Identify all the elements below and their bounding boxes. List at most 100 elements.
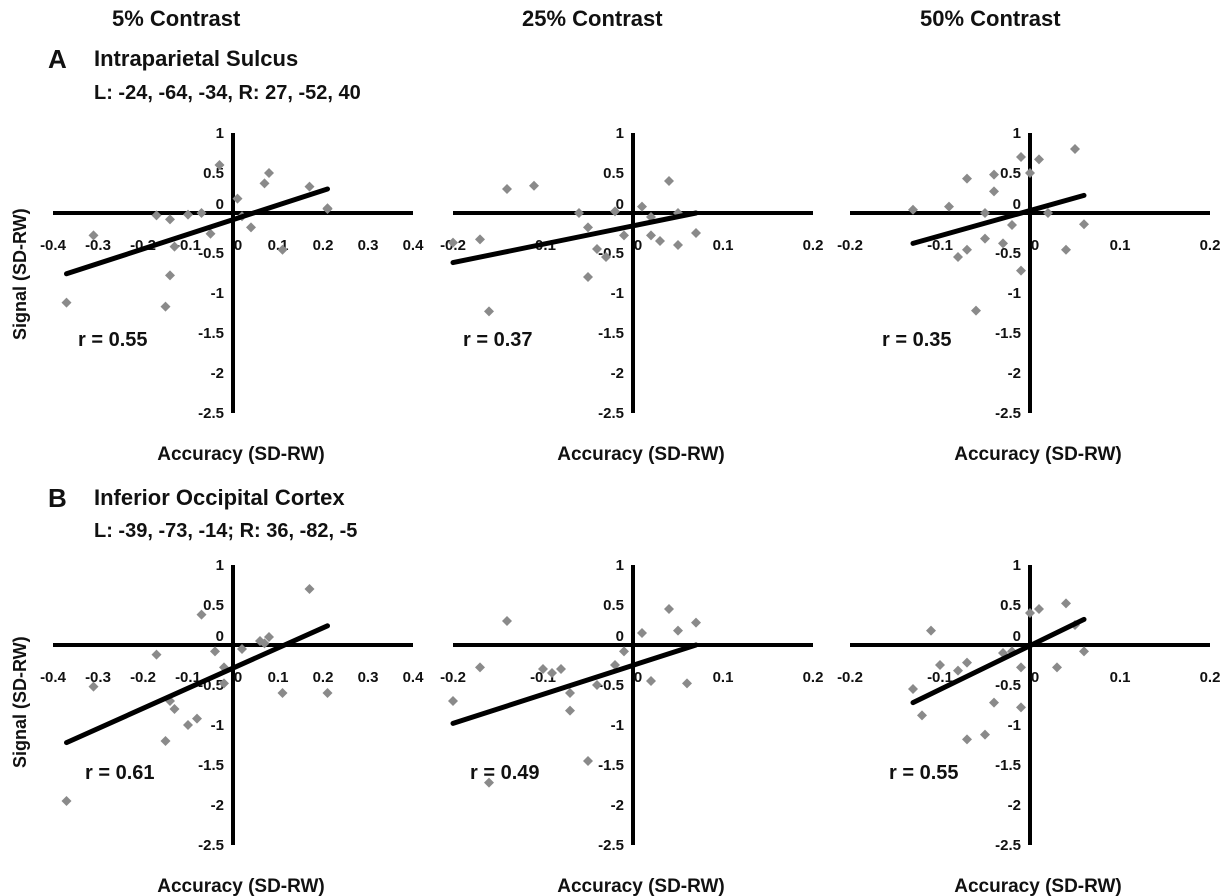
data-point — [908, 684, 918, 694]
data-point — [917, 710, 927, 721]
correlation-label: r = 0.35 — [882, 329, 952, 351]
data-point — [484, 306, 494, 317]
y-tick-label: -1 — [611, 717, 624, 734]
y-tick-label: 1 — [1013, 125, 1021, 142]
x-tick-label: -0.3 — [85, 669, 111, 686]
panel-a-region-title: Intraparietal Sulcus — [94, 46, 299, 71]
y-tick-label: 0 — [1013, 196, 1021, 213]
y-tick-label: -1 — [1008, 285, 1021, 302]
x-tick-label: 0.2 — [803, 237, 824, 254]
panel-b-coordinates: L: -39, -73, -14; R: 36, -82, -5 — [94, 520, 358, 542]
data-point — [1079, 646, 1089, 657]
x-tick-label: -0.2 — [440, 669, 466, 686]
data-point — [1034, 154, 1044, 165]
y-tick-label: -2.5 — [198, 837, 224, 854]
panel-letter-a: A — [48, 44, 67, 74]
regression-line — [450, 210, 699, 266]
data-point — [601, 252, 611, 262]
correlation-label: r = 0.55 — [889, 762, 959, 784]
x-tick-label: 0.4 — [403, 237, 425, 254]
data-point — [165, 214, 175, 225]
x-tick-label: 0 — [634, 237, 642, 254]
data-point — [646, 230, 656, 241]
data-point — [962, 734, 972, 745]
data-point — [565, 688, 575, 698]
data-point — [1079, 219, 1089, 230]
data-point — [475, 662, 485, 673]
y-tick-label: -1 — [611, 285, 624, 302]
data-point — [574, 208, 584, 218]
data-point — [583, 756, 593, 766]
data-point — [1025, 168, 1035, 178]
data-point — [935, 660, 945, 670]
data-point — [962, 657, 972, 668]
regression-line — [910, 616, 1087, 706]
x-tick-label: 0 — [234, 237, 242, 254]
regression-line — [450, 642, 699, 726]
data-point — [169, 241, 180, 252]
data-point — [475, 234, 485, 245]
data-point — [210, 646, 220, 657]
x-tick-label: -0.1 — [175, 669, 201, 686]
data-point — [196, 609, 207, 620]
data-point — [183, 209, 193, 220]
scatter-plot-panel-a-5pct: -0.4 -0.3 -0.2 -0.1 0 0.1 0.2 0.3 0.410.50-0.5-1… — [40, 125, 424, 465]
data-point — [502, 616, 512, 626]
data-point — [1034, 604, 1044, 614]
y-tick-label: -1.5 — [995, 325, 1021, 342]
x-tick-label: 0.3 — [358, 669, 379, 686]
data-point — [183, 720, 193, 730]
correlation-label: r = 0.49 — [470, 762, 540, 784]
y-tick-label: 0 — [616, 628, 624, 645]
y-tick-label: 0 — [1013, 628, 1021, 645]
y-tick-label: -1 — [211, 717, 224, 734]
y-tick-label: -1 — [211, 285, 224, 302]
data-point — [232, 193, 243, 204]
y-tick-label: -2 — [211, 365, 224, 382]
x-tick-label: -0.3 — [85, 237, 111, 254]
panel-a-coordinates: L: -24, -64, -34, R: 27, -52, 40 — [94, 82, 361, 104]
data-point — [953, 252, 963, 262]
y-tick-label: 0 — [616, 196, 624, 213]
data-point — [484, 777, 494, 788]
y-tick-label: -2 — [1008, 797, 1021, 814]
y-tick-label: 0 — [216, 196, 224, 213]
y-tick-label: -2 — [611, 365, 624, 382]
x-tick-label: -0.1 — [175, 237, 201, 254]
data-point — [538, 664, 548, 674]
data-point — [1025, 608, 1035, 618]
y-tick-label: -2.5 — [198, 405, 224, 422]
data-point — [448, 237, 458, 248]
correlation-label: r = 0.37 — [463, 329, 533, 351]
x-tick-label: 0 — [1031, 237, 1039, 254]
data-point — [304, 181, 315, 192]
y-tick-label: 0 — [216, 628, 224, 645]
y-tick-label: -1 — [1008, 717, 1021, 734]
data-point — [962, 244, 972, 255]
y-tick-label: -2 — [611, 797, 624, 814]
x-tick-label: 0.1 — [1110, 669, 1131, 686]
data-point — [583, 272, 593, 282]
x-tick-label: 0.3 — [358, 237, 379, 254]
data-point — [169, 704, 180, 714]
y-tick-label: -1.5 — [598, 757, 624, 774]
x-axis-title: Accuracy (SD-RW) — [557, 444, 725, 465]
data-point — [998, 238, 1008, 249]
data-point — [502, 184, 512, 194]
x-tick-label: 0.1 — [1110, 237, 1131, 254]
y-tick-label: -1.5 — [198, 757, 224, 774]
data-point — [196, 208, 207, 218]
data-point — [1061, 598, 1071, 609]
data-point — [583, 222, 593, 233]
data-point — [592, 244, 602, 254]
x-tick-label: 0.2 — [1200, 237, 1221, 254]
x-tick-label: 0 — [634, 669, 642, 686]
data-point — [165, 270, 175, 281]
data-point — [61, 297, 72, 308]
data-point — [953, 665, 963, 676]
data-point — [610, 206, 620, 217]
data-point — [1016, 265, 1026, 276]
data-point — [61, 796, 72, 806]
data-point — [989, 697, 999, 708]
scatter-plot-panel-b-25pct: -0.2 -0.1 0 0.1 0.210.50-0.5-1-1.5-2-2.5r = … — [440, 557, 823, 896]
